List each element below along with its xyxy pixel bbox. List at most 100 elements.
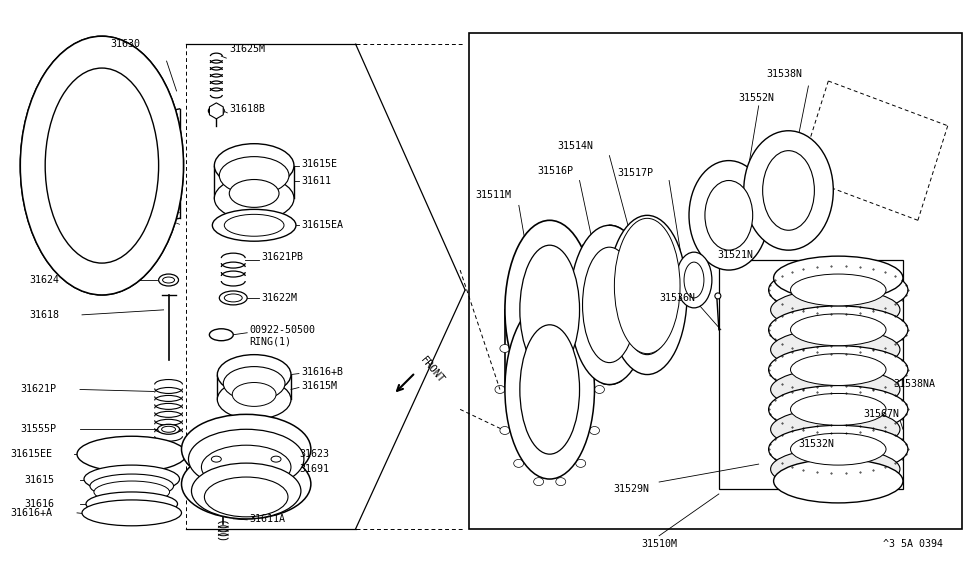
Text: 31618: 31618 (29, 310, 59, 320)
Ellipse shape (533, 293, 544, 301)
Ellipse shape (82, 500, 181, 526)
Text: 31511M: 31511M (475, 190, 511, 200)
Ellipse shape (768, 266, 908, 314)
Ellipse shape (595, 385, 604, 393)
Text: 31630: 31630 (110, 39, 139, 49)
Text: 31538NA: 31538NA (893, 379, 935, 389)
Ellipse shape (590, 427, 600, 435)
Ellipse shape (86, 492, 177, 516)
Ellipse shape (214, 177, 293, 220)
Text: RING(1): RING(1) (250, 337, 292, 347)
Ellipse shape (770, 448, 900, 490)
Ellipse shape (619, 235, 675, 355)
Ellipse shape (224, 294, 242, 302)
Text: 31521N: 31521N (717, 250, 753, 260)
Text: 31517P: 31517P (617, 168, 653, 178)
Ellipse shape (576, 460, 586, 468)
Text: 31622M: 31622M (261, 293, 297, 303)
Ellipse shape (768, 346, 908, 393)
Text: 31615M: 31615M (301, 381, 337, 392)
Ellipse shape (556, 293, 566, 301)
Text: 31532N: 31532N (799, 439, 835, 449)
Ellipse shape (770, 289, 900, 331)
Ellipse shape (533, 478, 544, 486)
Ellipse shape (219, 157, 289, 195)
Ellipse shape (514, 460, 524, 468)
Ellipse shape (224, 215, 284, 236)
Ellipse shape (582, 247, 637, 363)
Ellipse shape (217, 380, 291, 419)
Text: 31516P: 31516P (538, 165, 573, 175)
Ellipse shape (689, 161, 768, 270)
Text: 31691: 31691 (299, 464, 329, 474)
Ellipse shape (768, 385, 908, 433)
Text: 31567N: 31567N (863, 409, 899, 419)
Text: 31616+B: 31616+B (301, 367, 343, 376)
Ellipse shape (705, 181, 753, 250)
Ellipse shape (159, 274, 178, 286)
Ellipse shape (590, 345, 600, 353)
Text: 31615EE: 31615EE (11, 449, 53, 459)
Text: ^3 5A 0394: ^3 5A 0394 (882, 539, 943, 548)
Ellipse shape (770, 368, 900, 410)
Ellipse shape (556, 478, 566, 486)
Ellipse shape (500, 427, 510, 435)
Ellipse shape (520, 245, 579, 375)
Ellipse shape (773, 459, 903, 503)
Ellipse shape (514, 312, 524, 320)
Ellipse shape (500, 345, 510, 353)
Ellipse shape (229, 179, 279, 207)
Ellipse shape (773, 256, 903, 300)
Ellipse shape (770, 329, 900, 371)
Text: 31555P: 31555P (20, 424, 57, 434)
Ellipse shape (762, 151, 814, 230)
Ellipse shape (202, 445, 291, 489)
Text: 31611A: 31611A (250, 514, 285, 524)
Ellipse shape (163, 277, 175, 283)
Text: 31624: 31624 (29, 275, 59, 285)
Text: 31615E: 31615E (301, 158, 337, 169)
Text: 31538N: 31538N (766, 69, 802, 79)
Ellipse shape (715, 293, 721, 299)
Text: 31510M: 31510M (642, 539, 678, 548)
Ellipse shape (188, 429, 304, 489)
Ellipse shape (770, 409, 900, 450)
Ellipse shape (45, 68, 159, 263)
Ellipse shape (77, 436, 186, 472)
Ellipse shape (205, 477, 288, 517)
Ellipse shape (90, 474, 174, 498)
Ellipse shape (84, 465, 179, 493)
Text: 31615EA: 31615EA (301, 220, 343, 230)
Text: 31529N: 31529N (613, 484, 649, 494)
Text: 00922-50500: 00922-50500 (250, 325, 315, 335)
Text: 31625M: 31625M (229, 44, 265, 54)
Ellipse shape (181, 414, 311, 484)
Ellipse shape (791, 274, 886, 306)
Ellipse shape (676, 252, 712, 308)
Ellipse shape (791, 393, 886, 425)
Ellipse shape (768, 425, 908, 473)
Ellipse shape (569, 225, 649, 384)
Ellipse shape (217, 355, 291, 395)
Ellipse shape (576, 312, 586, 320)
Ellipse shape (614, 218, 680, 354)
Ellipse shape (520, 325, 579, 454)
Text: 31552N: 31552N (739, 93, 775, 103)
Ellipse shape (768, 306, 908, 354)
Ellipse shape (232, 383, 276, 406)
Ellipse shape (223, 367, 285, 400)
Text: 31623: 31623 (299, 449, 329, 459)
Ellipse shape (214, 144, 293, 187)
Ellipse shape (684, 262, 704, 298)
Ellipse shape (791, 314, 886, 346)
Ellipse shape (744, 131, 834, 250)
Text: 31611: 31611 (301, 175, 331, 186)
Text: 31616+A: 31616+A (11, 508, 53, 518)
Ellipse shape (791, 354, 886, 385)
Text: 31615: 31615 (24, 475, 55, 485)
Ellipse shape (94, 481, 170, 503)
Ellipse shape (219, 291, 248, 305)
Ellipse shape (505, 300, 595, 479)
Ellipse shape (158, 424, 179, 434)
Bar (469, 33, 961, 529)
